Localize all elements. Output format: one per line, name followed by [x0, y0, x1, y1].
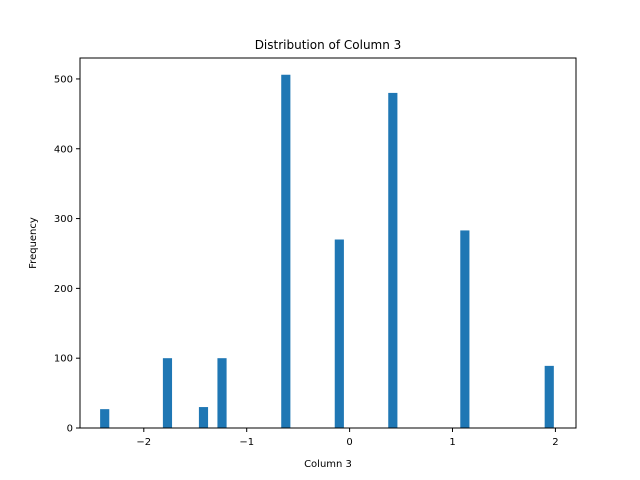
chart-title: Distribution of Column 3	[255, 38, 402, 52]
histogram-bar	[460, 230, 470, 428]
x-axis-label: Column 3	[304, 459, 352, 470]
y-tick-label: 300	[54, 214, 73, 225]
histogram-bar	[217, 358, 227, 428]
histogram-bar	[388, 92, 398, 428]
x-axis-ticks: −2 −1 0 1 2	[136, 428, 559, 448]
y-tick-label: 200	[54, 284, 73, 295]
x-tick-label: 1	[449, 437, 455, 448]
y-tick-label: 0	[67, 424, 73, 435]
histogram-bar	[544, 365, 554, 428]
x-tick-label: 0	[346, 437, 352, 448]
y-tick-label: 500	[54, 74, 73, 85]
x-tick-label: −2	[136, 437, 151, 448]
histogram-bar	[281, 74, 291, 428]
histogram-bar	[100, 409, 110, 428]
y-axis-ticks: 0 100 200 300 400 500	[54, 74, 80, 435]
histogram-bar	[198, 407, 209, 428]
histogram-bar	[334, 239, 344, 428]
x-tick-label: 2	[552, 437, 558, 448]
plot-frame	[79, 57, 577, 429]
bars-group	[100, 74, 554, 428]
y-tick-label: 100	[54, 354, 73, 365]
x-tick-label: −1	[239, 437, 254, 448]
y-tick-label: 400	[54, 144, 73, 155]
histogram-bar	[162, 358, 173, 428]
y-axis-label: Frequency	[28, 217, 39, 269]
